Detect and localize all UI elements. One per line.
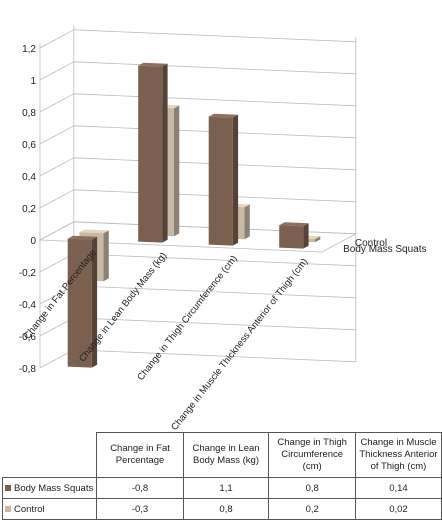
table-cell: 1,1 (182, 477, 270, 499)
table-row-label-text: Body Mass Squats (14, 482, 94, 494)
y-tick-label: 1,2 (22, 44, 36, 55)
table-cell: 0,02 (354, 498, 442, 520)
data-table: Change in Fat Percentage Change in Lean … (1, 432, 442, 520)
y-axis-labels: -0,8 -0,6 -0,4 -0,2 0 0,2 0,4 0,6 0,8 1 1,2 (19, 44, 37, 375)
bar-top-face (279, 222, 309, 227)
bar-top-face (208, 113, 239, 118)
bar (67, 235, 98, 368)
gridline (39, 61, 356, 81)
y-tick-label: 0,6 (22, 140, 36, 151)
table-cell: -0,8 (96, 477, 184, 499)
floor-outline (38, 221, 358, 253)
bar-side-face (232, 114, 239, 246)
y-tick-label: 0,8 (22, 108, 36, 119)
bars (67, 62, 321, 368)
x-tick-label: Change in Muscle Thickness Anterior of T… (169, 256, 310, 430)
table-row-label-text: Control (14, 503, 45, 515)
table-row: Control -0,3 0,8 0,2 0,02 (1, 498, 442, 520)
bar-top-face (138, 62, 168, 67)
y-tick-label: -0,6 (19, 332, 37, 343)
table-header-cell: Change in Lean Body Mass (kg) (182, 432, 270, 478)
y-tick-label: 0 (30, 236, 36, 247)
table-header-cell: Change in Fat Percentage (96, 432, 184, 478)
gridline (39, 157, 356, 177)
y-tick-label: 0,4 (22, 172, 36, 183)
table-row-label: Control (1, 498, 98, 520)
gridline (39, 29, 356, 49)
bar-front-face (67, 238, 92, 368)
bar (208, 113, 239, 246)
chart-canvas: -0,8 -0,6 -0,4 -0,2 0 0,2 0,4 0,6 0,8 1 1,2 Body Ma… (19, 25, 427, 430)
series-swatch (5, 484, 11, 491)
bar-side-face (173, 105, 180, 237)
series-swatch (5, 505, 11, 512)
bar-side-face (303, 223, 309, 249)
table-corner (3, 433, 97, 478)
table-cell: 0,14 (354, 477, 442, 499)
bar-top-face (79, 229, 109, 234)
gridline (39, 125, 356, 145)
series-label: Body Mass Squats (343, 244, 426, 255)
bar-side-face (91, 236, 98, 368)
y-tick-label: -0,4 (19, 300, 37, 311)
table-cell: 0,8 (182, 498, 270, 520)
gridline (39, 189, 356, 209)
table-cell: 0,8 (268, 477, 356, 499)
bar (138, 62, 168, 243)
bar-front-face (138, 65, 163, 243)
table-cell: -0,3 (96, 498, 184, 520)
bar-side-face (314, 236, 321, 243)
series-label: Control (355, 238, 387, 249)
y-tick-label: 0,2 (22, 204, 36, 215)
bar-side-face (244, 204, 250, 240)
table-header-row: Change in Fat Percentage Change in Lean … (3, 432, 442, 478)
bar-side-face (162, 63, 168, 243)
bar-front-face (279, 225, 304, 249)
table-cell: 0,2 (268, 498, 356, 520)
y-tick-label: -0,8 (19, 364, 37, 375)
bar-front-face (208, 116, 233, 246)
table-row-label: Body Mass Squats (1, 477, 98, 499)
y-tick-label: -0,2 (19, 268, 37, 279)
chart-3d-bar: -0,8 -0,6 -0,4 -0,2 0 0,2 0,4 0,6 0,8 1 1,2 Body Ma… (19, 25, 427, 430)
gridline (39, 93, 356, 113)
table-row: Body Mass Squats -0,8 1,1 0,8 0,14 (1, 477, 442, 499)
table-header-cell: Change in Thigh Circumference (cm) (268, 432, 356, 478)
y-tick-label: 1 (30, 76, 36, 87)
bar-top-face (67, 235, 98, 240)
table-header-cell: Change in Muscle Thickness Anterior of T… (354, 432, 442, 478)
bar (279, 222, 309, 249)
bar-side-face (103, 230, 109, 282)
